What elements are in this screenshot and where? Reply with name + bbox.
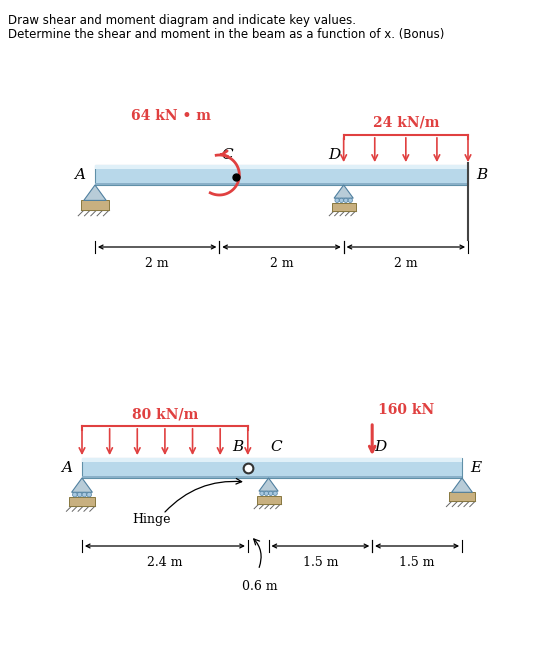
Bar bbox=[82, 476, 462, 478]
Bar bbox=[69, 497, 95, 506]
Text: 2 m: 2 m bbox=[146, 257, 169, 270]
Text: 24 kN/m: 24 kN/m bbox=[373, 116, 439, 130]
Text: A: A bbox=[74, 168, 85, 182]
Polygon shape bbox=[452, 478, 472, 492]
Polygon shape bbox=[84, 185, 106, 201]
Circle shape bbox=[264, 492, 268, 495]
Text: 1.5 m: 1.5 m bbox=[399, 556, 435, 569]
Text: Hinge: Hinge bbox=[132, 514, 170, 527]
Text: E: E bbox=[470, 461, 481, 475]
Circle shape bbox=[77, 492, 82, 497]
Text: Determine the shear and moment in the beam as a function of x. (Bonus): Determine the shear and moment in the be… bbox=[8, 28, 444, 41]
Circle shape bbox=[268, 492, 273, 495]
Text: 160 kN: 160 kN bbox=[378, 403, 434, 417]
Text: C: C bbox=[270, 440, 282, 454]
Bar bbox=[256, 495, 281, 504]
Bar bbox=[449, 492, 475, 501]
Text: 2 m: 2 m bbox=[269, 257, 293, 270]
Circle shape bbox=[273, 492, 278, 495]
Text: 1.5 m: 1.5 m bbox=[302, 556, 338, 569]
Text: B: B bbox=[476, 168, 487, 182]
Polygon shape bbox=[259, 478, 278, 492]
Bar bbox=[332, 202, 355, 211]
Bar bbox=[82, 458, 462, 462]
Circle shape bbox=[335, 198, 339, 202]
Text: Draw shear and moment diagram and indicate key values.: Draw shear and moment diagram and indica… bbox=[8, 14, 356, 27]
Polygon shape bbox=[71, 478, 93, 492]
Text: D: D bbox=[328, 148, 341, 162]
Bar bbox=[95, 165, 468, 169]
Circle shape bbox=[87, 492, 91, 497]
Text: D: D bbox=[374, 440, 386, 454]
Circle shape bbox=[72, 492, 77, 497]
Text: 2.4 m: 2.4 m bbox=[147, 556, 183, 569]
Text: 2 m: 2 m bbox=[394, 257, 418, 270]
Circle shape bbox=[339, 198, 344, 202]
Text: 80 kN/m: 80 kN/m bbox=[131, 407, 198, 421]
Circle shape bbox=[82, 492, 87, 497]
Text: 64 kN • m: 64 kN • m bbox=[131, 109, 212, 123]
Polygon shape bbox=[334, 185, 353, 198]
Circle shape bbox=[260, 492, 264, 495]
Text: 0.6 m: 0.6 m bbox=[242, 580, 278, 593]
Bar bbox=[95, 182, 468, 185]
Text: C: C bbox=[221, 148, 233, 162]
Text: B: B bbox=[233, 440, 244, 454]
Bar bbox=[81, 201, 109, 210]
Bar bbox=[95, 165, 468, 185]
Circle shape bbox=[344, 198, 348, 202]
Bar bbox=[82, 458, 462, 478]
Circle shape bbox=[348, 198, 352, 202]
Text: A: A bbox=[61, 461, 72, 475]
